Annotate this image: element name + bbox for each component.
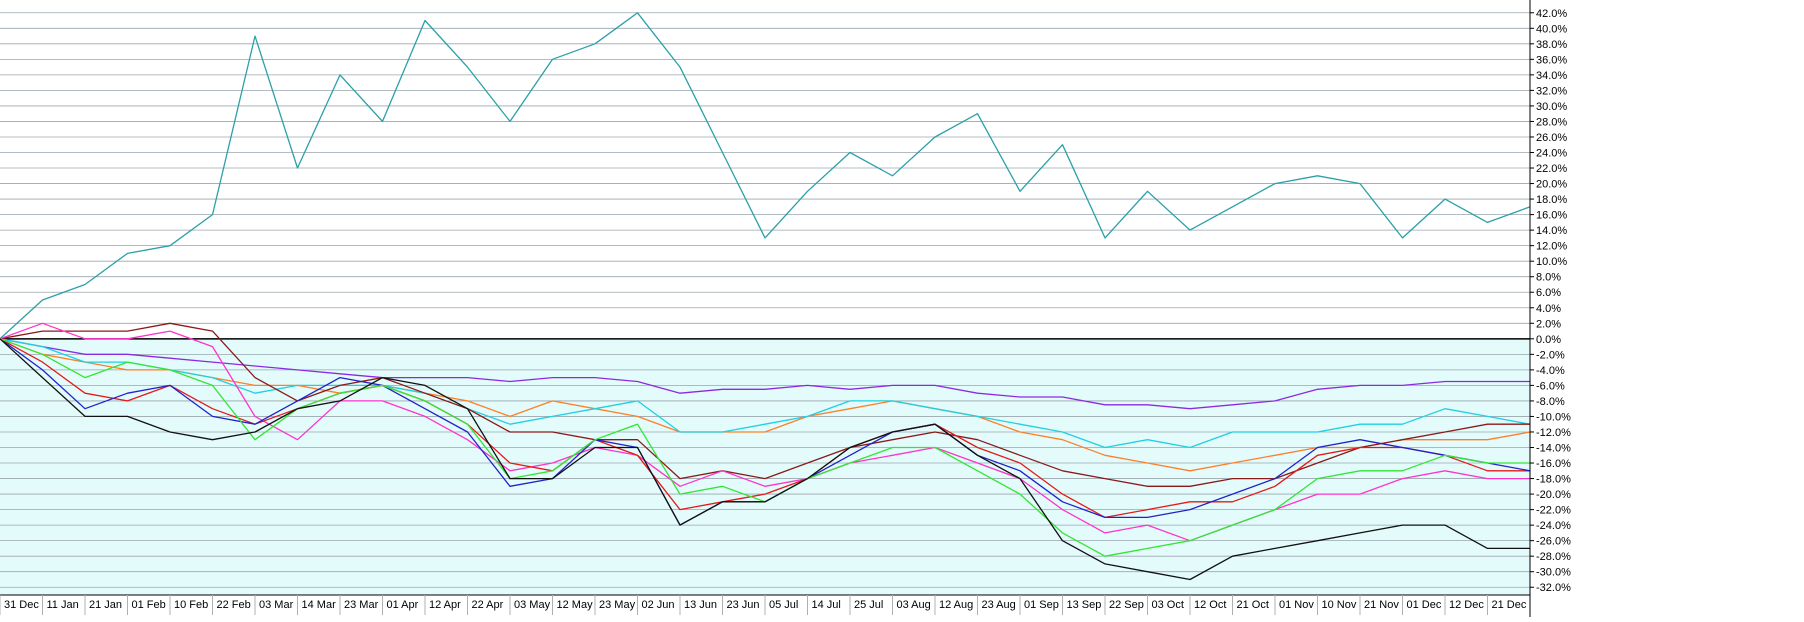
y-tick-label: 38.0%: [1536, 39, 1567, 51]
y-tick-label: 18.0%: [1536, 194, 1567, 206]
y-tick-label: 32.0%: [1536, 85, 1567, 97]
y-tick-label: -22.0%: [1536, 505, 1571, 517]
x-tick-label: 12 Dec: [1449, 599, 1484, 611]
x-tick-label: 23 Aug: [982, 599, 1016, 611]
x-tick-label: 03 May: [514, 599, 551, 611]
y-tick-label: -4.0%: [1536, 365, 1565, 377]
x-tick-label: 01 Nov: [1279, 599, 1314, 611]
y-tick-label: 28.0%: [1536, 116, 1567, 128]
y-tick-label: 8.0%: [1536, 272, 1561, 284]
negative-region: [0, 338, 1530, 595]
y-tick-label: 36.0%: [1536, 54, 1567, 66]
x-tick-label: 23 Jun: [727, 599, 760, 611]
y-tick-label: -14.0%: [1536, 443, 1571, 455]
x-tick-label: 22 Apr: [472, 599, 504, 611]
x-tick-label: 13 Sep: [1067, 599, 1102, 611]
series-line-3: [0, 338, 1531, 472]
y-tick-label: 26.0%: [1536, 132, 1567, 144]
y-tick-label: -10.0%: [1536, 411, 1571, 423]
x-tick-label: 31 Dec: [4, 599, 39, 611]
y-tick-label: -26.0%: [1536, 536, 1571, 548]
y-tick-label: 16.0%: [1536, 210, 1567, 222]
y-tick-label: 10.0%: [1536, 256, 1567, 268]
x-tick-label: 12 Apr: [429, 599, 461, 611]
y-tick-label: 20.0%: [1536, 179, 1567, 191]
series-line-1: [0, 12, 1531, 340]
y-tick-label: -6.0%: [1536, 380, 1565, 392]
x-tick-label: 01 Apr: [387, 599, 419, 611]
y-tick-label: -8.0%: [1536, 396, 1565, 408]
x-tick-label: 14 Jul: [812, 599, 841, 611]
series-line-4: [0, 338, 1531, 449]
x-tick-label: 11 Jan: [47, 599, 79, 611]
x-tick-label: 14 Mar: [302, 599, 337, 611]
x-tick-label: 03 Mar: [259, 599, 294, 611]
y-tick-label: 0.0%: [1536, 334, 1561, 346]
x-tick-label: 25 Jul: [854, 599, 883, 611]
y-tick-label: -24.0%: [1536, 520, 1571, 532]
x-tick-label: 10 Feb: [174, 599, 208, 611]
y-tick-label: 2.0%: [1536, 318, 1561, 330]
series-line-10: [0, 338, 1530, 581]
y-tick-label: 24.0%: [1536, 148, 1567, 160]
x-tick-label: 22 Sep: [1109, 599, 1144, 611]
x-tick-label: 23 May: [599, 599, 636, 611]
y-tick-label: 12.0%: [1536, 241, 1567, 253]
x-tick-label: 03 Aug: [897, 599, 931, 611]
y-tick-label: 34.0%: [1536, 70, 1567, 82]
x-tick-label: 01 Dec: [1407, 599, 1442, 611]
y-tick-label: 40.0%: [1536, 23, 1567, 35]
y-tick-label: -28.0%: [1536, 551, 1571, 563]
x-tick-label: 10 Nov: [1322, 599, 1357, 611]
x-tick-label: 21 Oct: [1237, 599, 1269, 611]
y-tick-label: -20.0%: [1536, 489, 1571, 501]
x-tick-label: 21 Dec: [1492, 599, 1527, 611]
x-tick-label: 21 Nov: [1364, 599, 1399, 611]
x-tick-label: 21 Jan: [89, 599, 122, 611]
x-tick-label: 02 Jun: [642, 599, 675, 611]
y-tick-label: 14.0%: [1536, 225, 1567, 237]
x-tick-label: 12 Aug: [939, 599, 973, 611]
x-tick-label: 01 Sep: [1024, 599, 1059, 611]
positive-region: [0, 5, 1530, 339]
y-tick-label: -30.0%: [1536, 567, 1571, 579]
y-tick-label: 42.0%: [1536, 8, 1567, 20]
y-tick-label: 30.0%: [1536, 101, 1567, 113]
x-tick-label: 13 Jun: [684, 599, 717, 611]
x-tick-label: 03 Oct: [1152, 599, 1184, 611]
y-tick-label: 4.0%: [1536, 303, 1561, 315]
x-tick-label: 22 Feb: [217, 599, 251, 611]
y-tick-label: -16.0%: [1536, 458, 1571, 470]
y-tick-label: -12.0%: [1536, 427, 1571, 439]
x-tick-label: 01 Feb: [132, 599, 166, 611]
x-tick-label: 05 Jul: [769, 599, 798, 611]
y-tick-label: 6.0%: [1536, 287, 1561, 299]
y-tick-label: -32.0%: [1536, 582, 1571, 594]
x-tick-label: 12 May: [557, 599, 594, 611]
y-tick-label: -2.0%: [1536, 349, 1565, 361]
y-tick-label: 22.0%: [1536, 163, 1567, 175]
x-tick-label: 12 Oct: [1194, 599, 1226, 611]
y-tick-label: -18.0%: [1536, 474, 1571, 486]
x-tick-label: 23 Mar: [344, 599, 379, 611]
series-line-2: [0, 338, 1530, 410]
